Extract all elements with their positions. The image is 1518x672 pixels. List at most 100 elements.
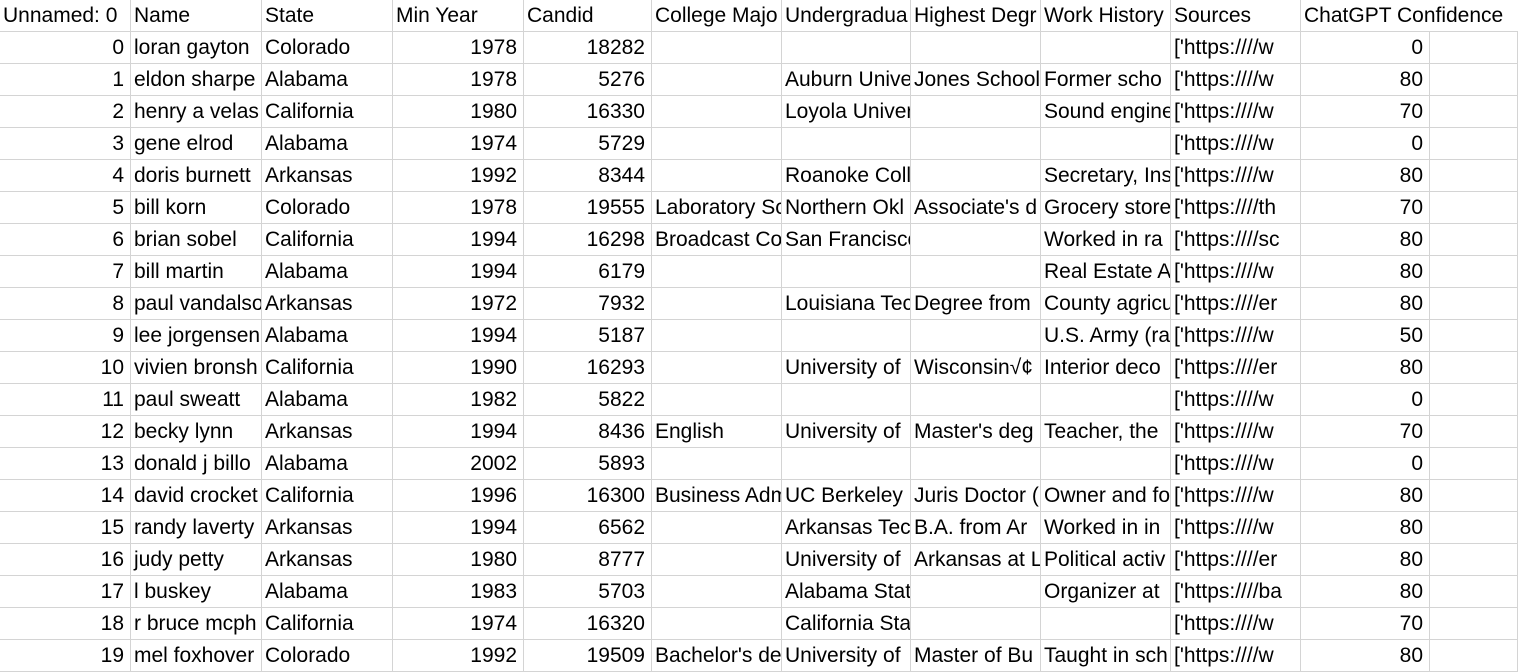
- cell-state[interactable]: California: [262, 608, 393, 640]
- cell-candid[interactable]: 6562: [524, 512, 652, 544]
- cell-college-major[interactable]: English: [652, 416, 782, 448]
- empty-cell[interactable]: [1430, 224, 1518, 256]
- cell-min-year[interactable]: 1978: [393, 32, 524, 64]
- empty-cell[interactable]: [1430, 320, 1518, 352]
- cell-highest-degree[interactable]: B.A. from Ar: [911, 512, 1041, 544]
- cell-college-major[interactable]: Broadcast Co: [652, 224, 782, 256]
- cell-chatgpt-confidence[interactable]: 80: [1301, 640, 1430, 672]
- cell-sources[interactable]: ['https:////w: [1171, 512, 1301, 544]
- cell-min-year[interactable]: 2002: [393, 448, 524, 480]
- empty-cell[interactable]: [1430, 544, 1518, 576]
- cell-college-major[interactable]: [652, 608, 782, 640]
- cell-state[interactable]: California: [262, 224, 393, 256]
- empty-cell[interactable]: [1430, 352, 1518, 384]
- cell-chatgpt-confidence[interactable]: 70: [1301, 416, 1430, 448]
- cell-candid[interactable]: 18282: [524, 32, 652, 64]
- cell-state[interactable]: Alabama: [262, 128, 393, 160]
- empty-cell[interactable]: [1430, 480, 1518, 512]
- cell-undergraduate[interactable]: [782, 320, 911, 352]
- cell-chatgpt-confidence[interactable]: 80: [1301, 256, 1430, 288]
- cell-index[interactable]: 0: [0, 32, 131, 64]
- cell-undergraduate[interactable]: [782, 128, 911, 160]
- column-header-candid[interactable]: Candid: [524, 0, 652, 32]
- cell-chatgpt-confidence[interactable]: 80: [1301, 512, 1430, 544]
- cell-chatgpt-confidence[interactable]: 80: [1301, 544, 1430, 576]
- column-header-unnamed-0[interactable]: Unnamed: 0: [0, 0, 131, 32]
- cell-sources[interactable]: ['https:////w: [1171, 256, 1301, 288]
- empty-cell[interactable]: [1430, 128, 1518, 160]
- cell-undergraduate[interactable]: [782, 448, 911, 480]
- cell-name[interactable]: doris burnett: [131, 160, 262, 192]
- cell-work-history[interactable]: U.S. Army (ra: [1041, 320, 1171, 352]
- cell-college-major[interactable]: Laboratory Sc: [652, 192, 782, 224]
- cell-highest-degree[interactable]: [911, 576, 1041, 608]
- cell-work-history[interactable]: [1041, 384, 1171, 416]
- cell-undergraduate[interactable]: [782, 256, 911, 288]
- cell-name[interactable]: paul vandalso: [131, 288, 262, 320]
- cell-candid[interactable]: 16300: [524, 480, 652, 512]
- cell-name[interactable]: brian sobel: [131, 224, 262, 256]
- cell-candid[interactable]: 5276: [524, 64, 652, 96]
- cell-name[interactable]: vivien bronsh: [131, 352, 262, 384]
- cell-min-year[interactable]: 1996: [393, 480, 524, 512]
- column-header-college-major[interactable]: College Majo: [652, 0, 782, 32]
- cell-sources[interactable]: ['https:////er: [1171, 288, 1301, 320]
- cell-undergraduate[interactable]: Roanoke College: [782, 160, 911, 192]
- cell-college-major[interactable]: Bachelor's de: [652, 640, 782, 672]
- cell-highest-degree[interactable]: [911, 32, 1041, 64]
- cell-state[interactable]: Alabama: [262, 320, 393, 352]
- cell-index[interactable]: 3: [0, 128, 131, 160]
- cell-chatgpt-confidence[interactable]: 80: [1301, 64, 1430, 96]
- cell-chatgpt-confidence[interactable]: 80: [1301, 160, 1430, 192]
- cell-highest-degree[interactable]: [911, 384, 1041, 416]
- cell-undergraduate[interactable]: Loyola University: [782, 96, 911, 128]
- cell-state[interactable]: Arkansas: [262, 160, 393, 192]
- cell-chatgpt-confidence[interactable]: 80: [1301, 352, 1430, 384]
- cell-sources[interactable]: ['https:////w: [1171, 96, 1301, 128]
- cell-candid[interactable]: 5893: [524, 448, 652, 480]
- cell-index[interactable]: 8: [0, 288, 131, 320]
- empty-cell[interactable]: [1430, 288, 1518, 320]
- cell-sources[interactable]: ['https:////th: [1171, 192, 1301, 224]
- cell-chatgpt-confidence[interactable]: 0: [1301, 32, 1430, 64]
- cell-chatgpt-confidence[interactable]: 70: [1301, 192, 1430, 224]
- column-header-highest-degree[interactable]: Highest Degr: [911, 0, 1041, 32]
- cell-index[interactable]: 10: [0, 352, 131, 384]
- cell-sources[interactable]: ['https:////w: [1171, 32, 1301, 64]
- cell-work-history[interactable]: Worked in in: [1041, 512, 1171, 544]
- cell-candid[interactable]: 8344: [524, 160, 652, 192]
- cell-work-history[interactable]: Former scho: [1041, 64, 1171, 96]
- cell-chatgpt-confidence[interactable]: 0: [1301, 384, 1430, 416]
- cell-candid[interactable]: 5703: [524, 576, 652, 608]
- empty-cell[interactable]: [1430, 608, 1518, 640]
- cell-state[interactable]: Colorado: [262, 32, 393, 64]
- cell-state[interactable]: Arkansas: [262, 416, 393, 448]
- cell-index[interactable]: 15: [0, 512, 131, 544]
- cell-name[interactable]: bill martin: [131, 256, 262, 288]
- cell-highest-degree[interactable]: [911, 128, 1041, 160]
- empty-cell[interactable]: [1430, 192, 1518, 224]
- cell-min-year[interactable]: 1994: [393, 224, 524, 256]
- cell-college-major[interactable]: [652, 160, 782, 192]
- cell-sources[interactable]: ['https:////w: [1171, 384, 1301, 416]
- cell-candid[interactable]: 16320: [524, 608, 652, 640]
- cell-state[interactable]: Alabama: [262, 384, 393, 416]
- cell-college-major[interactable]: [652, 384, 782, 416]
- column-header-sources[interactable]: Sources: [1171, 0, 1301, 32]
- cell-work-history[interactable]: Owner and fo: [1041, 480, 1171, 512]
- cell-min-year[interactable]: 1994: [393, 416, 524, 448]
- cell-candid[interactable]: 16298: [524, 224, 652, 256]
- cell-highest-degree[interactable]: Master of Bu: [911, 640, 1041, 672]
- cell-index[interactable]: 4: [0, 160, 131, 192]
- cell-chatgpt-confidence[interactable]: 50: [1301, 320, 1430, 352]
- cell-min-year[interactable]: 1974: [393, 128, 524, 160]
- cell-undergraduate[interactable]: UC Berkeley: [782, 480, 911, 512]
- cell-state[interactable]: Colorado: [262, 192, 393, 224]
- cell-state[interactable]: Alabama: [262, 448, 393, 480]
- cell-work-history[interactable]: Teacher, the: [1041, 416, 1171, 448]
- cell-index[interactable]: 7: [0, 256, 131, 288]
- cell-state[interactable]: Arkansas: [262, 544, 393, 576]
- column-header-chatgpt-confidence[interactable]: ChatGPT Confidence: [1304, 4, 1504, 27]
- cell-state[interactable]: Arkansas: [262, 512, 393, 544]
- cell-min-year[interactable]: 1980: [393, 96, 524, 128]
